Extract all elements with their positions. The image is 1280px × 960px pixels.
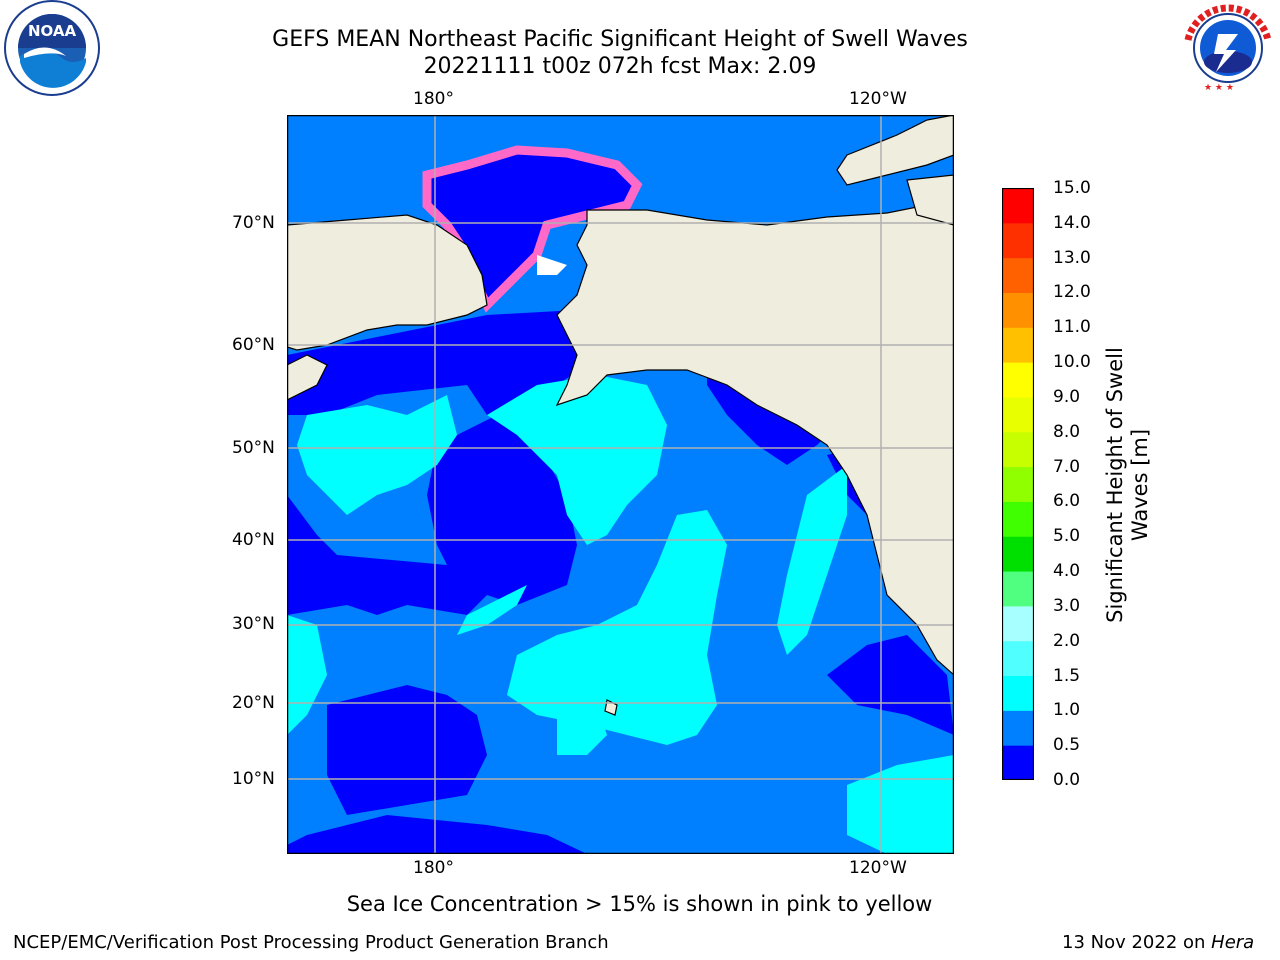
colorbar-tick-label: 8.0 — [1053, 421, 1081, 442]
colorbar-swatches — [1002, 188, 1034, 780]
colorbar-tick-label: 9.0 — [1053, 386, 1081, 407]
colorbar-swatch — [1002, 605, 1034, 642]
colorbar-tick-label: 3.0 — [1053, 595, 1081, 616]
colorbar-tick-label: 15.0 — [1053, 178, 1091, 198]
lat-label-40n: 40°N — [232, 530, 275, 550]
graticule — [287, 115, 954, 854]
greenland-edge — [906, 174, 954, 226]
colorbar-swatch — [1002, 327, 1034, 363]
colorbar-tick-label: 12.0 — [1053, 282, 1091, 303]
colorbar-swatch — [1002, 188, 1034, 224]
colorbar-tick-label: 7.0 — [1053, 456, 1081, 477]
alaska-canada-landmass — [555, 199, 954, 676]
colorbar-tick-label: 6.0 — [1053, 491, 1081, 512]
lon-label-top-120w: 120°W — [849, 89, 907, 109]
lat-label-50n: 50°N — [232, 438, 275, 458]
lat-label-20n: 20°N — [232, 693, 275, 713]
colorbar-swatch — [1002, 501, 1034, 537]
colorbar-tick-label: 4.0 — [1053, 561, 1081, 582]
colorbar-tick-label: 1.0 — [1053, 700, 1081, 721]
colorbar-swatch — [1002, 571, 1034, 607]
colorbar-swatch — [1002, 431, 1034, 468]
colorbar-swatch — [1002, 710, 1034, 746]
lat-label-60n: 60°N — [232, 335, 275, 355]
colorbar-tick-label: 11.0 — [1053, 317, 1091, 338]
colorbar-tick-label: 1.5 — [1053, 665, 1081, 686]
colorbar-tick-label: 5.0 — [1053, 526, 1081, 547]
noaa-logo-icon: NOAA — [2, 0, 102, 100]
svg-text:★ ★ ★: ★ ★ ★ — [1204, 83, 1234, 93]
siberia-landmass — [287, 214, 488, 351]
lat-label-70n: 70°N — [232, 213, 275, 233]
colorbar-swatch — [1002, 222, 1034, 259]
colorbar-tick-label: 0.0 — [1053, 770, 1081, 790]
colorbar — [1002, 188, 1034, 780]
colorbar-tick-label: 2.0 — [1053, 630, 1081, 651]
colorbar-title: Significant Height of Swell Waves [m] — [1103, 347, 1152, 623]
footer-right: 13 Nov 2022 on Hera — [1062, 932, 1254, 953]
colorbar-tick-label: 0.5 — [1053, 735, 1081, 756]
land-masses — [287, 115, 954, 716]
canadian-arctic-islands — [836, 115, 954, 186]
colorbar-swatch — [1002, 640, 1034, 677]
colorbar-swatch — [1002, 362, 1034, 398]
colorbar-tick-label: 13.0 — [1053, 247, 1091, 268]
lon-label-bottom-180: 180° — [413, 858, 454, 878]
lon-label-top-180: 180° — [413, 89, 454, 109]
lat-label-30n: 30°N — [232, 614, 275, 634]
kamchatka — [287, 354, 328, 401]
footer-left: NCEP/EMC/Verification Post Processing Pr… — [13, 932, 609, 953]
footer-machine: Hera — [1211, 932, 1255, 953]
colorbar-swatch — [1002, 675, 1034, 711]
swell-height-map — [287, 115, 954, 854]
colorbar-swatch — [1002, 257, 1034, 293]
chart-subtitle: 20221111 t00z 072h fcst Max: 2.09 — [423, 54, 817, 79]
lat-label-10n: 10°N — [232, 769, 275, 789]
colorbar-swatch — [1002, 396, 1034, 433]
lon-label-bottom-120w: 120°W — [849, 858, 907, 878]
colorbar-swatch — [1002, 292, 1034, 328]
noaa-logo-text: NOAA — [28, 22, 77, 40]
colorbar-tick-label: 14.0 — [1053, 212, 1091, 233]
map-frame — [287, 115, 954, 854]
colorbar-tick-label: 10.0 — [1053, 352, 1091, 373]
colorbar-swatch — [1002, 745, 1034, 780]
footer-date: 13 Nov 2022 on — [1062, 932, 1212, 953]
colorbar-swatch — [1002, 536, 1034, 572]
colorbar-swatch — [1002, 466, 1034, 502]
national-weather-service-logo-icon: ★ ★ ★ — [1178, 0, 1278, 100]
sea-ice-note: Sea Ice Concentration > 15% is shown in … — [346, 892, 933, 916]
chart-title: GEFS MEAN Northeast Pacific Significant … — [272, 27, 968, 52]
